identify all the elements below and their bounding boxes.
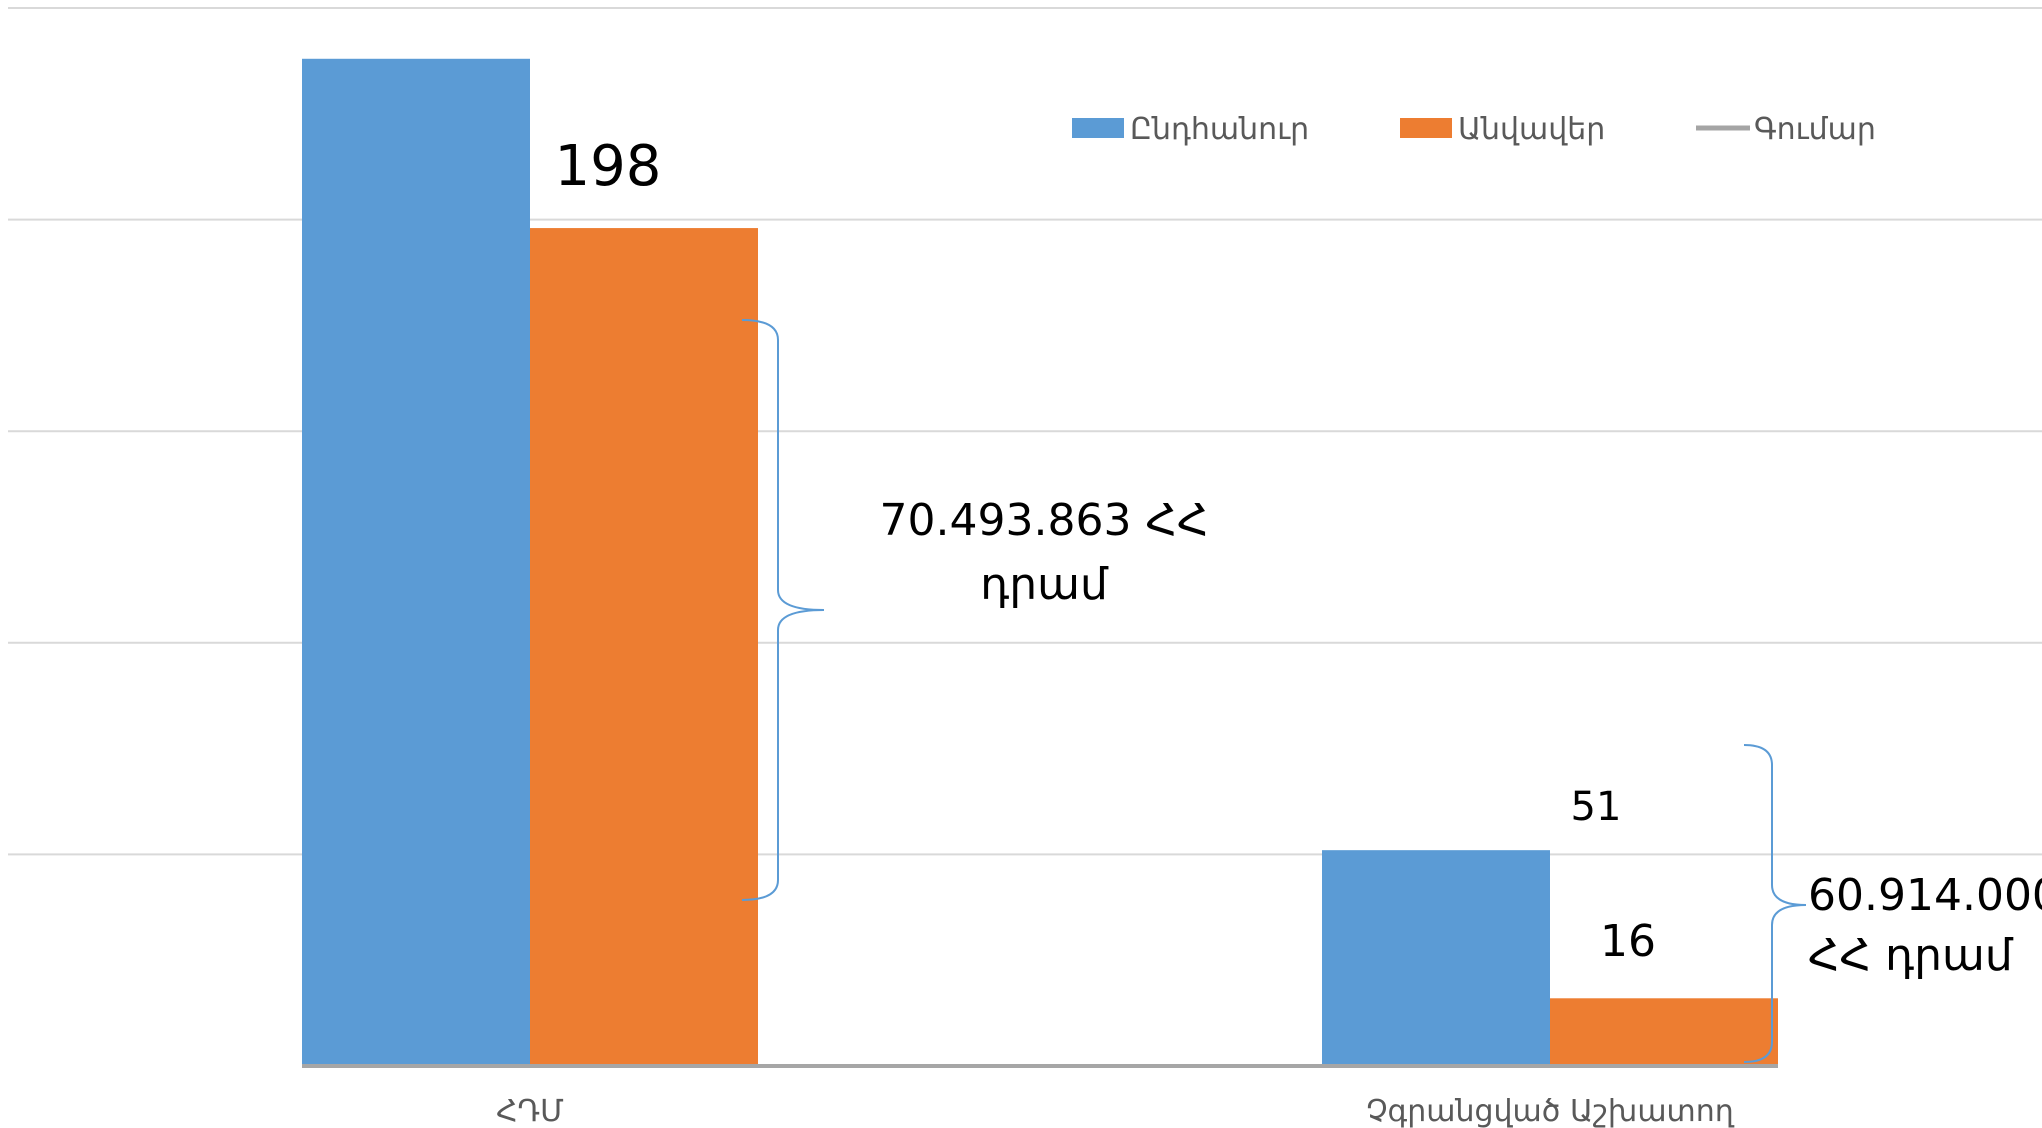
data-labels: 198 51 16	[555, 134, 1656, 967]
x-tick-label-0: ՀԴՄ	[496, 1094, 564, 1128]
x-tick-label-1: Չգրանցված Աշխատող	[1366, 1094, 1735, 1128]
legend-swatch-0	[1072, 118, 1124, 138]
brace-hdm	[741, 319, 825, 901]
annotation-1-line-1: ՀՀ դրամ	[1808, 930, 2014, 981]
bar-Անվավեր-0	[530, 228, 758, 1067]
brace-unregistered	[1743, 744, 1807, 1063]
bars	[302, 58, 1778, 1067]
legend-swatch-1	[1400, 118, 1452, 138]
data-label-1: 51	[1571, 784, 1622, 830]
bar-Անվավեր-1	[1550, 998, 1778, 1066]
legend-label-1: Անվավեր	[1458, 112, 1605, 147]
annotation-0-line-1: դրամ	[980, 559, 1109, 610]
data-label-2: 16	[1600, 916, 1656, 967]
bar-Ընդհանուր-0	[302, 58, 530, 1067]
x-axis: ՀԴՄ Չգրանցված Աշխատող	[302, 1064, 1778, 1128]
legend-label-0: Ընդհանուր	[1130, 112, 1309, 147]
annotations: 70.493.863 ՀՀ դրամ 60.914.000 ՀՀ դրամ	[741, 319, 2042, 1063]
annotation-1-line-0: 60.914.000	[1808, 870, 2042, 921]
bar-Ընդհանուր-1	[1322, 850, 1550, 1066]
data-label-0: 198	[555, 134, 662, 199]
annotation-0-line-0: 70.493.863 ՀՀ	[880, 495, 1209, 546]
legend-label-2: Գումար	[1754, 112, 1876, 147]
legend: Ընդհանուր Անվավեր Գումար	[1072, 112, 1876, 147]
